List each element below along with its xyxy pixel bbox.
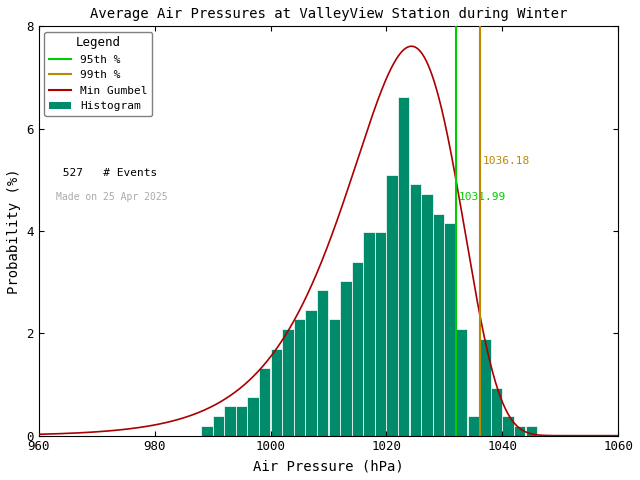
Y-axis label: Probability (%): Probability (%) [7, 168, 21, 294]
Bar [444, 223, 456, 436]
Text: 1031.99: 1031.99 [459, 192, 506, 202]
Bar [294, 320, 305, 436]
Bar [305, 310, 317, 436]
Bar [282, 329, 294, 436]
Bar [433, 214, 444, 436]
Bar [236, 407, 247, 436]
Bar [387, 175, 398, 436]
Bar [456, 329, 467, 436]
Bar [410, 184, 421, 436]
Bar [491, 387, 502, 436]
Bar [375, 232, 387, 436]
Text: Made on 25 Apr 2025: Made on 25 Apr 2025 [56, 192, 168, 202]
Title: Average Air Pressures at ValleyView Station during Winter: Average Air Pressures at ValleyView Stat… [90, 7, 567, 21]
Bar [468, 416, 479, 436]
Bar [317, 290, 328, 436]
Bar [398, 97, 410, 436]
Bar [248, 397, 259, 436]
Bar [212, 416, 224, 436]
Bar [328, 320, 340, 436]
Bar [224, 407, 236, 436]
X-axis label: Air Pressure (hPa): Air Pressure (hPa) [253, 459, 404, 473]
Bar [201, 426, 212, 436]
Bar [525, 426, 537, 436]
Text: 1036.18: 1036.18 [483, 156, 530, 167]
Bar [514, 426, 525, 436]
Legend: 95th %, 99th %, Min Gumbel, Histogram: 95th %, 99th %, Min Gumbel, Histogram [44, 32, 152, 116]
Bar [340, 281, 351, 436]
Bar [271, 348, 282, 436]
Bar [259, 368, 271, 436]
Bar [352, 262, 363, 436]
Bar [421, 194, 433, 436]
Bar [479, 339, 490, 436]
Bar [502, 416, 514, 436]
Bar [364, 232, 374, 436]
Text: 527   # Events: 527 # Events [56, 168, 157, 178]
